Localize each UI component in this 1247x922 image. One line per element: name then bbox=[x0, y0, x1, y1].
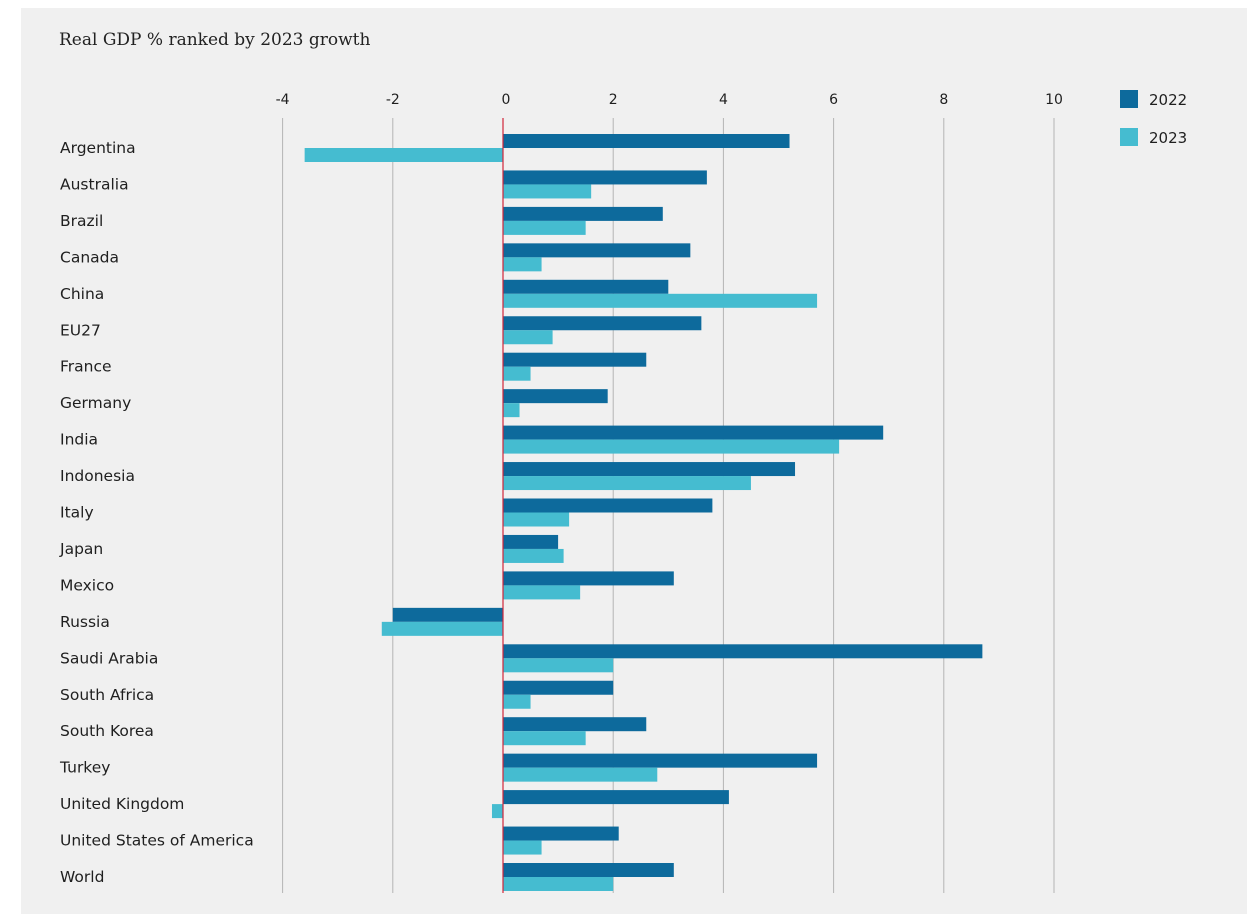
bar-2023 bbox=[503, 731, 586, 746]
bar-2022 bbox=[503, 571, 674, 586]
category-label: Russia bbox=[60, 613, 110, 631]
bar-2022 bbox=[503, 206, 663, 221]
category-label: United Kingdom bbox=[60, 795, 184, 813]
x-tick-label: 0 bbox=[502, 92, 511, 108]
x-tick-label: 2 bbox=[609, 92, 618, 108]
legend-swatch bbox=[1120, 128, 1138, 146]
category-label: China bbox=[60, 285, 104, 303]
bar-2022 bbox=[503, 389, 608, 404]
category-label: Australia bbox=[60, 175, 129, 193]
bar-2022 bbox=[503, 352, 647, 367]
bar-2022 bbox=[503, 425, 884, 440]
bar-2023 bbox=[503, 403, 520, 418]
category-label: United States of America bbox=[60, 832, 254, 850]
x-tick-label: -4 bbox=[276, 92, 290, 108]
bar-2023 bbox=[503, 476, 751, 491]
bar-2023 bbox=[503, 439, 840, 454]
bar-2023 bbox=[503, 184, 592, 199]
bar-2023 bbox=[503, 293, 818, 308]
category-label: Germany bbox=[60, 394, 131, 412]
bar-2022 bbox=[503, 243, 691, 258]
category-label: EU27 bbox=[60, 321, 101, 339]
category-label: Italy bbox=[60, 504, 94, 522]
bar-2023 bbox=[503, 257, 542, 272]
bar-2023 bbox=[503, 548, 564, 563]
category-label: Canada bbox=[60, 248, 119, 266]
bar-2023 bbox=[503, 877, 614, 891]
bar-2022 bbox=[392, 607, 503, 622]
bar-2022 bbox=[503, 462, 796, 477]
category-label: Indonesia bbox=[60, 467, 135, 485]
chart-title: Real GDP % ranked by 2023 growth bbox=[59, 30, 371, 50]
x-tick-label: 6 bbox=[829, 92, 838, 108]
legend-label: 2022 bbox=[1149, 91, 1187, 109]
category-label: South Korea bbox=[60, 722, 154, 740]
x-tick-label: -2 bbox=[386, 92, 400, 108]
category-labels: Argentina Australia Brazil Canada China EU27 F… bbox=[59, 139, 254, 886]
bar-2023 bbox=[503, 767, 658, 782]
bar-2022 bbox=[503, 644, 983, 659]
legend-swatch bbox=[1120, 90, 1138, 108]
category-label: Mexico bbox=[60, 576, 114, 594]
bar-2023 bbox=[503, 330, 553, 345]
x-tick-label: 8 bbox=[939, 92, 948, 108]
category-label: Saudi Arabia bbox=[60, 649, 158, 667]
bar-2023 bbox=[304, 148, 503, 162]
bar-2022 bbox=[503, 279, 669, 294]
category-label: Argentina bbox=[60, 139, 136, 157]
bar-2022 bbox=[503, 134, 790, 148]
x-tick-label: 10 bbox=[1045, 92, 1063, 108]
bar-2022 bbox=[503, 680, 614, 695]
category-label: France bbox=[60, 358, 112, 376]
category-label: Brazil bbox=[60, 212, 103, 230]
x-tick-label: 4 bbox=[719, 92, 728, 108]
bar-2023 bbox=[381, 621, 503, 636]
category-label: Japan bbox=[59, 540, 103, 558]
bar-2023 bbox=[503, 840, 542, 855]
bar-2023 bbox=[503, 585, 581, 600]
category-label: Turkey bbox=[59, 759, 110, 777]
category-label: World bbox=[60, 868, 104, 886]
bar-2022 bbox=[503, 170, 707, 185]
bar-2022 bbox=[503, 753, 818, 768]
bar-2023 bbox=[503, 658, 614, 673]
bar-2022 bbox=[503, 826, 619, 841]
bar-2023 bbox=[503, 220, 586, 235]
bar-2023 bbox=[503, 512, 570, 527]
bar-2022 bbox=[503, 498, 713, 513]
bar-2022 bbox=[503, 717, 647, 732]
bar-2022 bbox=[503, 790, 729, 805]
bar-2022 bbox=[503, 316, 702, 331]
category-label: India bbox=[60, 431, 98, 449]
bar-2023 bbox=[491, 804, 503, 819]
bar-2022 bbox=[503, 534, 559, 549]
legend: 2022 2023 bbox=[1120, 90, 1187, 147]
category-label: South Africa bbox=[60, 686, 154, 704]
legend-label: 2023 bbox=[1149, 129, 1187, 147]
bar-layer bbox=[304, 134, 983, 891]
axis-layer: -4 -2 0 2 4 6 8 10 bbox=[276, 92, 1063, 893]
bar-2023 bbox=[503, 694, 531, 709]
bar-2023 bbox=[503, 366, 531, 381]
bar-2022 bbox=[503, 863, 674, 877]
